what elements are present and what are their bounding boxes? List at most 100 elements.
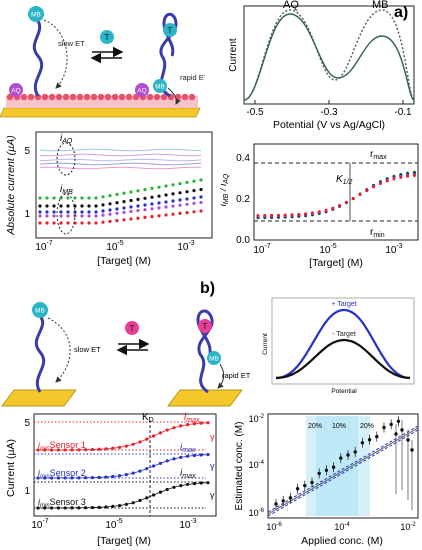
ratio-point (351, 197, 355, 201)
abs-mb-point (52, 196, 56, 200)
sensor-point (36, 506, 40, 510)
abs-mb-point (171, 199, 175, 203)
abs-mb-point (87, 204, 91, 208)
mb-redox-left (28, 6, 44, 22)
sensor-ytick-5: 5 (24, 418, 30, 429)
abs-mb-point (66, 210, 70, 214)
rmin-label: rmin (370, 227, 385, 239)
abs-mb-point (80, 204, 84, 208)
membrane-bead (146, 93, 154, 101)
abs-mb-point (45, 204, 49, 208)
abs-mb-point (66, 204, 70, 208)
abs-mb-point (136, 209, 140, 213)
est-xlabel: Applied conc. (M) (301, 535, 383, 547)
abs-mb-point (66, 221, 70, 225)
membrane-bead (55, 93, 63, 101)
mb-label-right: MB (155, 84, 165, 91)
membrane-bead (125, 93, 133, 101)
sensor-frame (33, 413, 217, 517)
abs-frame (35, 131, 213, 239)
abs-mb-point (143, 196, 147, 200)
aq-label-left: AQ (11, 88, 20, 95)
abs-mb-point (80, 196, 84, 200)
rmax-label: rmax (370, 149, 387, 161)
mb-b-left-label: MB (35, 308, 45, 315)
abs-mb-point (185, 202, 189, 206)
sensor-xtick-3: 10-3 (179, 518, 196, 531)
est-xtick-2: 10-4 (334, 522, 350, 532)
abs-mb-point (108, 212, 112, 216)
est-point (274, 502, 278, 506)
peak-label-aq: AQ (283, 0, 299, 11)
abs-mb-point (199, 178, 203, 182)
ratio-point (290, 213, 294, 217)
slow-et-label: slow ET (58, 39, 85, 48)
est-point (303, 483, 307, 488)
band-label-20-left: 20% (308, 423, 322, 430)
abs-mb-point (143, 188, 147, 192)
abs-mb-point (192, 210, 196, 214)
ratio-point (270, 213, 274, 217)
mb-label-left: MB (31, 12, 41, 19)
dna-probe-b-left (34, 315, 46, 393)
iaq-label: iAQ (60, 133, 73, 145)
abs-mb-point (143, 203, 147, 207)
ratio-point (385, 179, 389, 183)
abs-mb-point (101, 209, 105, 213)
abs-mb-point (101, 213, 105, 217)
sensor-curve (37, 482, 209, 509)
rapid-et-label: rapid ET (180, 73, 205, 82)
abs-mb-point (115, 192, 119, 196)
abs-mb-point (157, 214, 161, 218)
abs-mb-point (45, 196, 49, 200)
abs-mb-point (178, 203, 182, 207)
abs-aq-trace (39, 148, 202, 152)
vtick-label-3: -0.1 (394, 107, 412, 118)
abs-mb-point (192, 196, 196, 200)
abs-mb-point (66, 196, 70, 200)
abs-ylabel: Absolute current (µA) (5, 135, 17, 235)
imax-red-label: imax (184, 412, 200, 424)
sensor-curve (37, 422, 209, 451)
est-point (375, 434, 379, 439)
abs-mb-point (171, 183, 175, 187)
ratio-point (358, 193, 362, 197)
band-label-20-right: 20% (360, 423, 374, 430)
membrane-bead (76, 93, 84, 101)
est-point (295, 487, 300, 491)
sensor-xtick-1: 10-7 (31, 518, 48, 531)
abs-mb-point (115, 211, 119, 215)
abs-mb-point (178, 211, 182, 215)
abs-mb-point (73, 210, 77, 214)
slow-et-b-label: slow ET (74, 345, 101, 354)
abs-mb-point (94, 204, 98, 208)
voltammogram-frame (243, 5, 415, 105)
inset-plot: + Target - Target Current Potential (262, 297, 415, 395)
est-point (410, 448, 414, 452)
ratio-ytick-04: 0.4 (236, 153, 250, 164)
abs-aq-trace (39, 162, 202, 166)
est-point (324, 468, 329, 472)
abs-mb-point (199, 200, 203, 205)
abs-mb-point (52, 221, 56, 225)
ratio-point (317, 210, 321, 214)
abs-mb-point (143, 208, 147, 212)
kd-label: KD (142, 412, 154, 424)
est-point (367, 438, 372, 442)
abs-mb-point (52, 204, 56, 208)
est-point (317, 471, 321, 476)
ratio-point (406, 174, 410, 178)
est-point (396, 419, 401, 423)
est-ylabel: Estimated conc. (M) (234, 422, 245, 511)
abs-mb-point (38, 214, 42, 218)
abs-mb-point (157, 201, 161, 205)
est-point (394, 432, 398, 436)
rapid-et-b-label: rapid ET (222, 371, 250, 380)
ratio-point (304, 212, 308, 216)
membrane-bead (62, 93, 70, 101)
target-bound-b (198, 319, 212, 333)
est-ytick-1: 10-2 (249, 414, 265, 424)
membrane-bead (27, 93, 35, 101)
abs-mb-point (185, 211, 189, 215)
abs-mb-point (129, 217, 133, 221)
